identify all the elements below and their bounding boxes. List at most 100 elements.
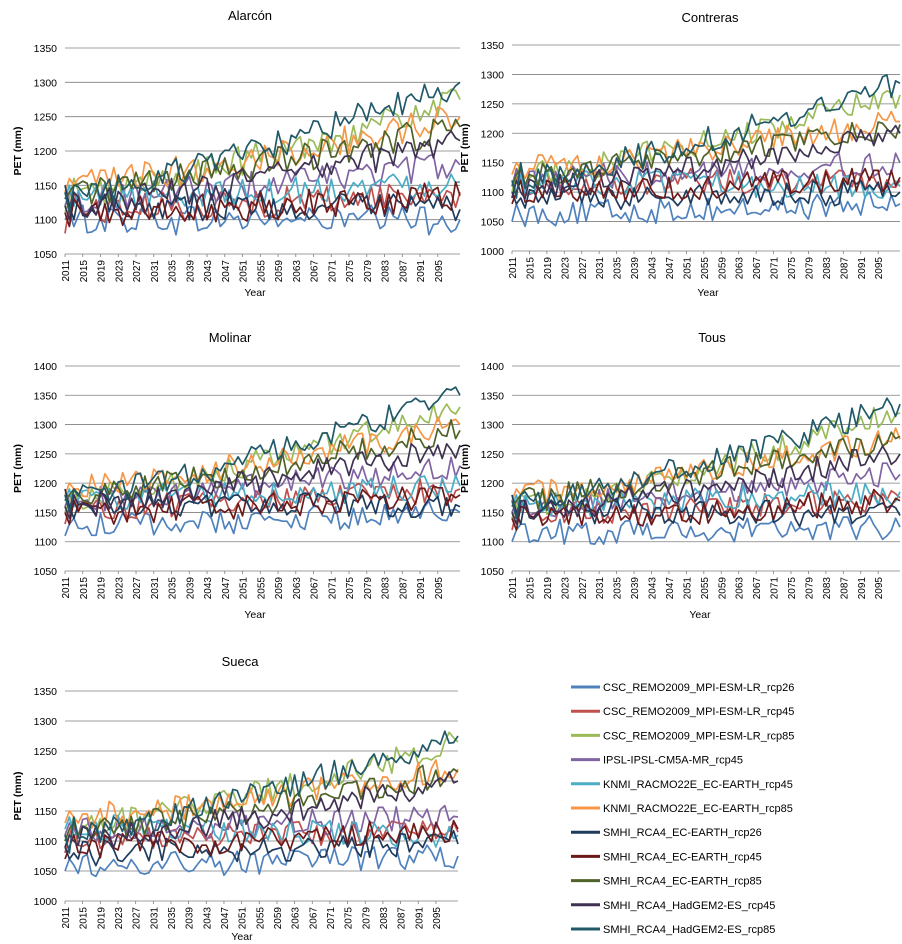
x-tick-label: 2063 (292, 260, 303, 283)
x-tick-label: 2083 (822, 577, 833, 600)
x-tick-label: 2055 (256, 577, 267, 600)
series-line-10 (511, 445, 901, 525)
x-tick-label: 2083 (379, 907, 390, 930)
y-tick-label: 1100 (34, 836, 57, 848)
x-axis-label: Year (697, 287, 719, 299)
x-tick-label: 2023 (114, 260, 125, 283)
legend-item: KNMI_RACMO22E_EC-EARTH_rcp45 (571, 779, 793, 791)
y-tick-label: 1350 (34, 43, 58, 55)
chart-panel: Alarcón 1050 1100 1150 1200 1250 1300 1350 PET (… (12, 8, 461, 299)
y-tick-label: 1350 (34, 686, 58, 698)
x-tick-label: 2091 (416, 260, 427, 283)
series-line-10 (64, 771, 459, 849)
x-tick-label: 2023 (560, 257, 571, 280)
series-line-10 (64, 443, 461, 520)
y-tick-label: 1050 (34, 566, 58, 578)
x-tick-label: 2067 (752, 257, 763, 280)
series-line-10 (511, 124, 901, 200)
x-tick-label: 2035 (613, 257, 624, 280)
series-line-8 (64, 181, 461, 228)
x-tick-label: 2079 (363, 260, 374, 283)
x-axis-label: Year (689, 609, 711, 621)
x-tick-label: 2079 (804, 257, 815, 280)
y-tick-label: 1050 (34, 866, 58, 878)
x-tick-label: 2079 (361, 907, 372, 930)
x-tick-label: 2039 (630, 257, 641, 280)
series-line-8 (511, 167, 901, 205)
x-tick-label: 2087 (839, 577, 850, 600)
legend-label: KNMI_RACMO22E_EC-EARTH_rcp85 (603, 803, 793, 815)
legend-item: SMHI_RCA4_HadGEM2-ES_rcp45 (571, 900, 775, 912)
legend-label: KNMI_RACMO22E_EC-EARTH_rcp45 (603, 779, 793, 791)
y-tick-label: 1200 (34, 776, 58, 788)
x-tick-label: 2067 (310, 577, 321, 600)
y-tick-label: 1400 (481, 361, 505, 373)
y-tick-label: 1150 (34, 507, 57, 519)
x-tick-label: 2071 (770, 257, 781, 280)
series-line-11 (511, 397, 901, 520)
x-tick-label: 2039 (630, 577, 641, 600)
series-line-1 (64, 204, 461, 236)
y-tick-label: 1100 (481, 537, 504, 549)
chart-panel: Tous 1050 1100 1150 1200 1250 1300 1350 1400 PET … (459, 330, 901, 621)
series-line-1 (64, 844, 459, 878)
legend-item: SMHI_RCA4_EC-EARTH_rcp45 (571, 851, 762, 863)
x-tick-label: 2083 (822, 257, 833, 280)
x-tick-label: 2047 (221, 577, 232, 600)
x-tick-label: 2011 (61, 577, 72, 599)
x-tick-label: 2071 (326, 907, 337, 930)
x-tick-label: 2091 (857, 257, 868, 280)
x-tick-label: 2019 (97, 260, 108, 283)
x-tick-label: 2067 (752, 577, 763, 600)
x-tick-label: 2047 (665, 577, 676, 600)
x-tick-label: 2055 (255, 907, 266, 930)
series-line-9 (64, 419, 461, 505)
x-tick-label: 2051 (682, 577, 693, 600)
series-line-2 (64, 183, 461, 234)
x-tick-label: 2075 (345, 577, 356, 600)
x-tick-label: 2067 (308, 907, 319, 930)
x-tick-label: 2015 (79, 577, 90, 600)
series-line-1 (64, 500, 461, 537)
y-tick-label: 1250 (481, 99, 505, 111)
y-tick-label: 1400 (34, 361, 58, 373)
x-tick-label: 2071 (327, 577, 338, 600)
legend-item: CSC_REMO2009_MPI-ESM-LR_rcp45 (571, 706, 794, 718)
x-tick-label: 2051 (238, 907, 249, 930)
x-tick-label: 2075 (787, 577, 798, 600)
chart-title: Contreras (681, 10, 739, 25)
series-line-2 (64, 820, 459, 854)
series-line-6 (511, 427, 901, 506)
x-tick-label: 2043 (648, 577, 659, 600)
series-line-2 (64, 478, 461, 525)
legend-label: SMHI_RCA4_EC-EARTH_rcp85 (603, 876, 762, 888)
x-tick-label: 2027 (578, 577, 589, 600)
legend-label: SMHI_RCA4_HadGEM2-ES_rcp85 (603, 924, 775, 936)
y-tick-label: 1300 (34, 716, 58, 728)
y-tick-label: 1300 (481, 420, 505, 432)
legend-label: SMHI_RCA4_HadGEM2-ES_rcp45 (603, 900, 775, 912)
series-line-5 (511, 170, 901, 199)
x-tick-label: 2051 (239, 260, 250, 283)
y-tick-label: 1300 (34, 420, 58, 432)
y-tick-label: 1200 (481, 128, 505, 140)
x-tick-label: 2019 (96, 907, 107, 930)
x-tick-label: 2083 (381, 260, 392, 283)
x-axis-label: Year (244, 609, 266, 621)
y-tick-label: 1150 (34, 806, 57, 818)
legend-item: KNMI_RACMO22E_EC-EARTH_rcp85 (571, 803, 793, 815)
x-tick-label: 2079 (804, 577, 815, 600)
x-tick-label: 2091 (416, 577, 427, 600)
x-tick-label: 2087 (397, 907, 408, 930)
series-line-9 (64, 764, 459, 842)
x-tick-label: 2011 (508, 577, 519, 599)
x-tick-label: 2071 (327, 260, 338, 283)
y-tick-label: 1100 (34, 215, 57, 227)
x-tick-label: 2015 (79, 907, 90, 930)
x-tick-label: 2011 (61, 907, 72, 929)
series-line-6 (64, 106, 461, 193)
x-tick-label: 2087 (398, 577, 409, 600)
x-tick-label: 2027 (578, 257, 589, 280)
x-tick-label: 2043 (648, 257, 659, 280)
